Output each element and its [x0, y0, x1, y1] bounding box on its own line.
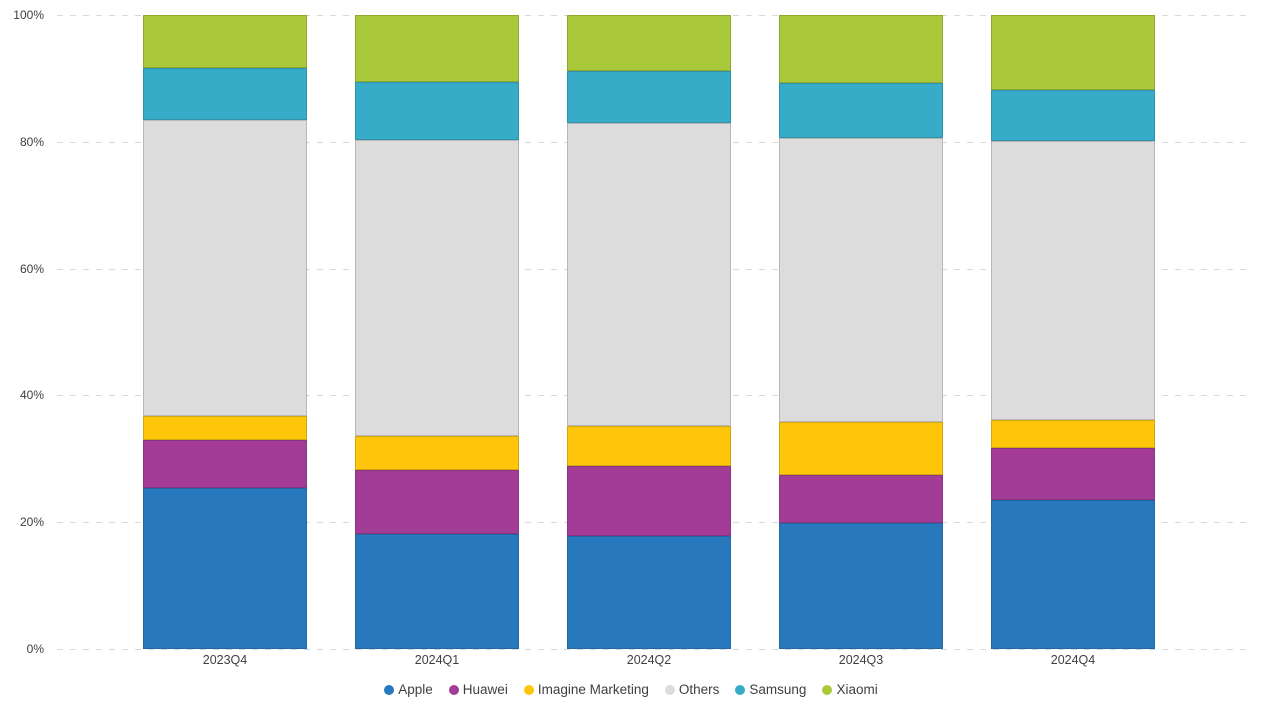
segment-imagine-marketing-2024Q1: [355, 436, 519, 470]
bar-column-2024Q4: [991, 15, 1155, 649]
segment-samsung-2024Q3: [779, 82, 943, 139]
segment-xiaomi-2023Q4: [143, 15, 307, 68]
segment-others-2024Q1: [355, 139, 519, 436]
segment-others-2024Q4: [991, 141, 1155, 421]
segment-apple-2024Q2: [567, 535, 731, 649]
legend-dot-icon: [822, 685, 833, 695]
segment-apple-2023Q4: [143, 487, 307, 649]
bar-column-2024Q3: [779, 15, 943, 649]
segment-others-2024Q2: [567, 123, 731, 427]
legend-label: Imagine Marketing: [537, 682, 649, 697]
bar-column-2024Q2: [567, 15, 731, 649]
segment-huawei-2024Q1: [355, 469, 519, 534]
legend-dot-icon: [523, 685, 534, 695]
x-tick-label-2024Q1: 2024Q1: [414, 653, 460, 667]
segment-huawei-2024Q3: [779, 474, 943, 524]
segment-samsung-2023Q4: [143, 67, 307, 121]
y-tick-label-80: 80%: [19, 134, 44, 149]
y-tick-label-60: 60%: [19, 261, 44, 276]
segment-imagine-marketing-2024Q2: [567, 426, 731, 466]
segment-apple-2024Q1: [355, 533, 519, 649]
legend-label: Others: [678, 682, 720, 697]
bar-column-2024Q1: [355, 15, 519, 649]
bar-column-2023Q4: [143, 15, 307, 649]
segment-imagine-marketing-2024Q4: [991, 420, 1155, 449]
legend-label: Huawei: [462, 682, 508, 697]
y-tick-label-40: 40%: [19, 388, 44, 403]
segment-apple-2024Q3: [779, 523, 943, 649]
legend-item-huawei: Huawei: [448, 682, 508, 698]
x-tick-label-2024Q2: 2024Q2: [626, 653, 672, 667]
legend-item-others: Others: [664, 682, 720, 698]
segment-others-2023Q4: [143, 120, 307, 416]
segment-apple-2024Q4: [991, 500, 1155, 649]
x-tick-label-2023Q4: 2023Q4: [202, 653, 248, 667]
legend: Apple Huawei Imagine Marketing Others Samsun…: [0, 682, 1262, 698]
segment-samsung-2024Q2: [567, 70, 731, 124]
legend-item-samsung: Samsung: [735, 682, 806, 698]
legend-item-imagine-marketing: Imagine Marketing: [523, 682, 649, 698]
segment-others-2024Q3: [779, 138, 943, 423]
legend-label: Apple: [398, 682, 433, 697]
legend-dot-icon: [735, 685, 746, 695]
segment-imagine-marketing-2023Q4: [143, 415, 307, 441]
segment-samsung-2024Q1: [355, 81, 519, 140]
y-tick-label-100: 100%: [13, 8, 44, 22]
segment-huawei-2023Q4: [143, 440, 307, 488]
x-tick-label-2024Q4: 2024Q4: [1050, 653, 1096, 667]
y-tick-label-0: 0%: [26, 642, 44, 656]
legend-dot-icon: [664, 685, 675, 695]
segment-xiaomi-2024Q2: [567, 15, 731, 71]
y-tick-label-20: 20%: [19, 515, 44, 530]
legend-dot-icon: [384, 685, 395, 695]
legend-label: Xiaomi: [836, 682, 878, 697]
legend-item-xiaomi: Xiaomi: [822, 682, 878, 698]
legend-dot-icon: [448, 685, 459, 695]
segment-xiaomi-2024Q4: [991, 15, 1155, 90]
segment-imagine-marketing-2024Q3: [779, 422, 943, 475]
x-tick-label-2024Q3: 2024Q3: [838, 653, 884, 667]
segment-xiaomi-2024Q3: [779, 15, 943, 83]
segment-xiaomi-2024Q1: [355, 15, 519, 82]
segment-samsung-2024Q4: [991, 89, 1155, 142]
gridline-0: [57, 649, 1248, 650]
segment-huawei-2024Q4: [991, 448, 1155, 501]
legend-item-apple: Apple: [384, 682, 433, 698]
legend-label: Samsung: [749, 682, 807, 697]
segment-huawei-2024Q2: [567, 465, 731, 536]
